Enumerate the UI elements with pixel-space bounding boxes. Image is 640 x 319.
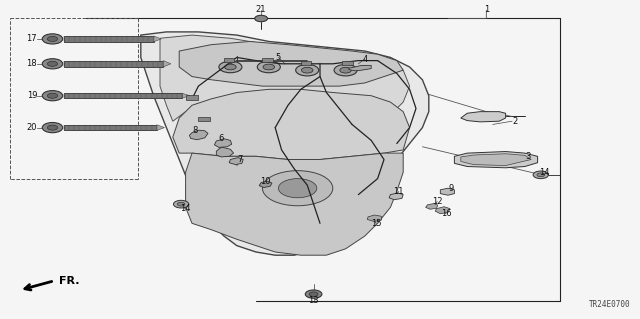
Circle shape <box>47 125 58 130</box>
Circle shape <box>262 171 333 206</box>
Polygon shape <box>259 181 272 188</box>
Polygon shape <box>426 204 438 209</box>
Circle shape <box>309 292 318 296</box>
Circle shape <box>47 93 58 98</box>
Text: 11: 11 <box>394 187 404 196</box>
Bar <box>64 125 157 130</box>
Text: 14: 14 <box>180 204 191 213</box>
Circle shape <box>42 59 63 69</box>
Text: 10: 10 <box>260 177 271 186</box>
Polygon shape <box>160 35 410 121</box>
Text: 4: 4 <box>362 55 367 63</box>
Circle shape <box>334 64 357 76</box>
Circle shape <box>340 67 351 73</box>
Text: 17: 17 <box>26 34 37 43</box>
Polygon shape <box>182 93 190 98</box>
Bar <box>198 117 210 121</box>
Polygon shape <box>229 158 243 165</box>
Polygon shape <box>179 41 403 86</box>
Text: 1: 1 <box>484 5 489 14</box>
Polygon shape <box>367 215 381 221</box>
Polygon shape <box>163 61 171 67</box>
Polygon shape <box>141 32 429 255</box>
Bar <box>64 36 154 42</box>
Text: 5: 5 <box>276 53 281 62</box>
Circle shape <box>263 64 275 70</box>
Circle shape <box>225 64 236 70</box>
Text: 12: 12 <box>432 197 442 206</box>
Circle shape <box>47 61 58 66</box>
Polygon shape <box>389 193 403 200</box>
Text: 18: 18 <box>26 59 37 68</box>
Text: 6: 6 <box>218 134 223 143</box>
Polygon shape <box>189 130 208 140</box>
Text: 2: 2 <box>512 117 517 126</box>
Polygon shape <box>154 36 161 42</box>
Bar <box>342 61 353 65</box>
Circle shape <box>42 34 63 44</box>
Text: 13: 13 <box>308 296 319 305</box>
Text: 21: 21 <box>256 5 266 14</box>
Text: FR.: FR. <box>59 276 79 286</box>
Circle shape <box>255 15 268 22</box>
Circle shape <box>278 179 317 198</box>
Circle shape <box>533 171 548 179</box>
Circle shape <box>177 202 185 206</box>
Text: 9: 9 <box>449 184 454 193</box>
Circle shape <box>219 61 242 73</box>
Text: 8: 8 <box>193 126 198 135</box>
Polygon shape <box>157 125 164 130</box>
Bar <box>262 58 273 62</box>
Text: 16: 16 <box>441 209 451 218</box>
Polygon shape <box>440 188 454 195</box>
Circle shape <box>257 61 280 73</box>
Bar <box>64 61 163 67</box>
Circle shape <box>296 64 319 76</box>
Text: 7: 7 <box>237 155 243 164</box>
Text: 15: 15 <box>371 219 381 228</box>
Text: TR24E0700: TR24E0700 <box>589 300 630 309</box>
Polygon shape <box>349 65 371 71</box>
Polygon shape <box>435 207 450 214</box>
Circle shape <box>537 173 545 177</box>
Circle shape <box>42 122 63 133</box>
Text: 14: 14 <box>539 168 549 177</box>
Bar <box>186 95 198 100</box>
Polygon shape <box>186 153 403 255</box>
Polygon shape <box>461 154 531 166</box>
Polygon shape <box>173 89 410 160</box>
Polygon shape <box>454 152 538 168</box>
Circle shape <box>301 67 313 73</box>
Polygon shape <box>216 147 234 157</box>
Bar <box>64 93 182 98</box>
Polygon shape <box>461 112 506 122</box>
Text: 20: 20 <box>27 123 37 132</box>
Polygon shape <box>214 139 232 147</box>
Bar <box>224 58 234 62</box>
Text: 19: 19 <box>27 91 37 100</box>
Circle shape <box>305 290 322 298</box>
Text: 3: 3 <box>525 152 530 161</box>
Circle shape <box>42 91 63 101</box>
Circle shape <box>47 36 58 41</box>
Circle shape <box>173 200 189 208</box>
Bar <box>301 61 311 65</box>
